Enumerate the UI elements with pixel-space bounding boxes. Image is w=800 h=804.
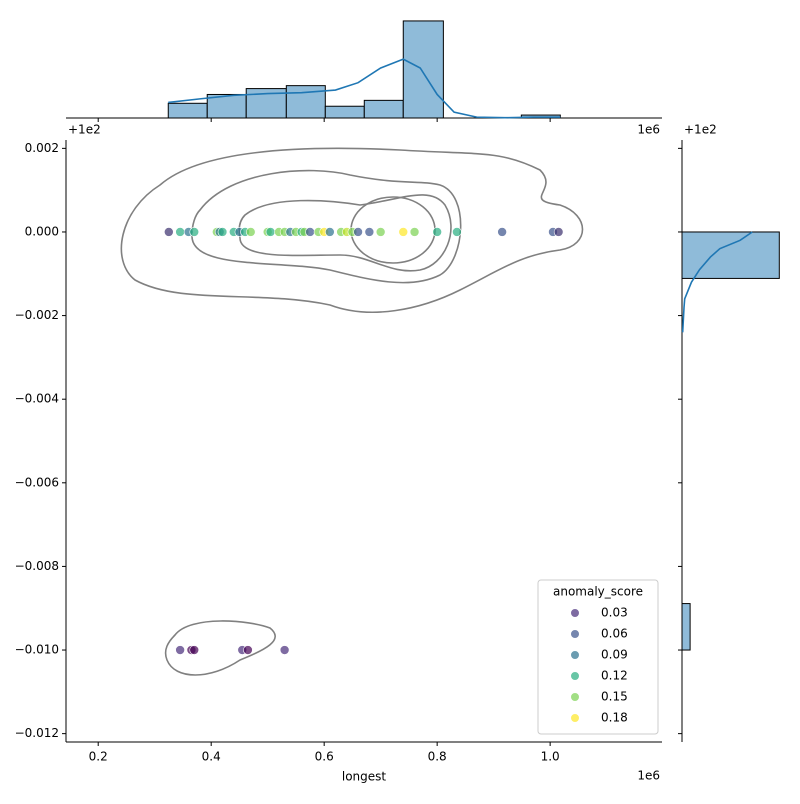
legend-title: anomaly_score	[553, 585, 643, 599]
x-offset: 1e6	[637, 769, 660, 783]
hist-bar	[681, 231, 780, 279]
legend-label: 0.09	[601, 648, 628, 662]
y-tick-label: −0.010	[15, 643, 59, 657]
point	[243, 645, 253, 655]
x-tick-label: 0.4	[202, 750, 221, 764]
point	[375, 227, 386, 237]
legend-marker	[570, 650, 580, 660]
y-tick-label: −0.002	[15, 308, 59, 322]
hist-bar	[363, 99, 404, 119]
hist-bar	[285, 85, 326, 119]
point	[279, 645, 290, 655]
x-tick-label: 0.6	[315, 750, 334, 764]
legend-marker	[570, 692, 580, 702]
point	[217, 227, 228, 237]
legend-marker	[570, 671, 580, 681]
y-tick-label: −0.006	[15, 475, 59, 489]
point	[189, 645, 200, 655]
legend-label: 0.12	[601, 669, 628, 683]
point	[175, 227, 185, 237]
hist-bar	[167, 102, 208, 119]
point	[305, 227, 315, 237]
contour	[120, 147, 584, 314]
hist-bar	[324, 105, 365, 119]
y-tick-label: 0.002	[25, 141, 59, 155]
x-tick-label: 0.8	[428, 750, 447, 764]
legend-label: 0.06	[601, 627, 628, 641]
point	[265, 227, 276, 237]
legend-box	[537, 579, 659, 735]
y-tick-label: −0.004	[15, 392, 59, 406]
point	[189, 227, 200, 237]
y-tick-label: 0.000	[25, 224, 59, 238]
point	[497, 227, 507, 237]
legend-label: 0.03	[601, 606, 628, 620]
hist-bar	[681, 603, 691, 651]
kde-line	[681, 231, 753, 333]
top-x-offset: 1e6	[637, 123, 660, 137]
legend-marker	[570, 608, 580, 618]
point	[245, 227, 256, 237]
kde-line	[168, 58, 561, 119]
point	[409, 227, 420, 237]
kde-contours	[120, 147, 584, 676]
point	[452, 227, 462, 237]
x-tick-label: 1.0	[541, 750, 560, 764]
legend-marker	[570, 713, 580, 723]
x-tick-label: 0.2	[89, 750, 108, 764]
point	[553, 227, 564, 237]
point	[364, 227, 375, 237]
legend-label: 0.18	[601, 711, 628, 725]
contour	[238, 194, 452, 272]
legend-label: 0.15	[601, 690, 628, 704]
contour	[350, 196, 436, 264]
legend-marker	[570, 629, 580, 639]
right-y-offset: +1e2	[684, 123, 717, 137]
x-axis-label: longest	[342, 770, 387, 784]
point	[325, 227, 335, 237]
contour	[164, 620, 276, 676]
point	[398, 227, 409, 237]
point	[164, 227, 174, 237]
hist-bar	[402, 20, 444, 119]
contour	[191, 169, 462, 284]
point	[432, 227, 442, 237]
point	[353, 227, 363, 237]
y-offset: +1e2	[68, 123, 101, 137]
point	[175, 645, 185, 655]
y-tick-label: −0.012	[15, 726, 59, 740]
y-tick-label: −0.008	[15, 559, 59, 573]
